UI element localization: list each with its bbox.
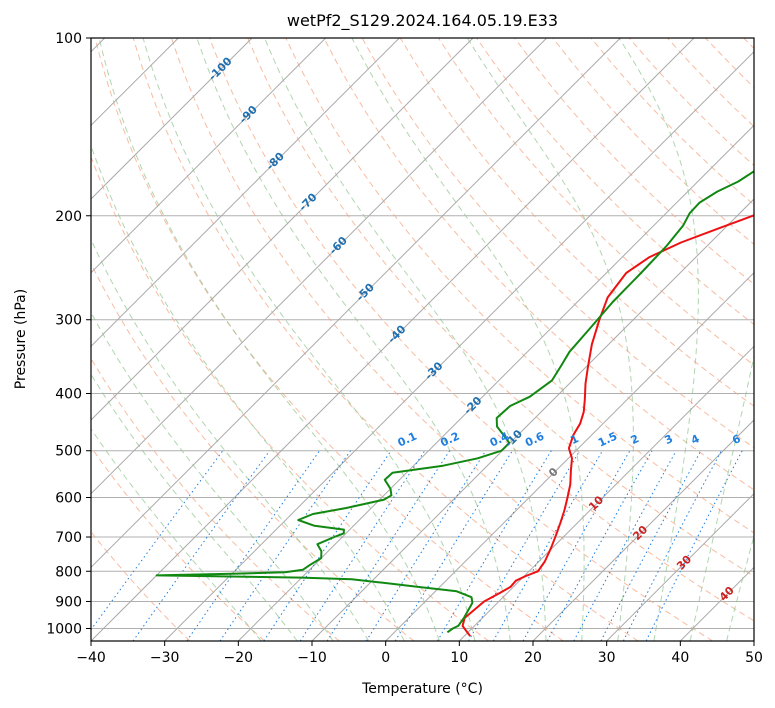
moist-adiabat-line <box>91 238 370 641</box>
isotherm-line <box>237 124 754 641</box>
moist-adiabat-line <box>618 38 699 641</box>
isotherm-line <box>91 38 695 641</box>
x-tick-label: 50 <box>745 650 763 666</box>
x-tick-label: −10 <box>297 650 327 666</box>
y-tick-label: 400 <box>55 387 82 403</box>
plot-area: -100-90-80-70-60-50-40-30-20-10010203040… <box>91 38 754 641</box>
moist-adiabat-line <box>91 373 298 641</box>
isotherm-line <box>385 271 754 641</box>
temperature-profile-line <box>461 214 754 637</box>
dewpoint-profile-line <box>155 170 754 634</box>
isotherm-line <box>164 50 754 641</box>
isotherm-line <box>532 419 754 641</box>
plot-frame <box>90 37 755 642</box>
mixing-ratio-line <box>132 450 271 641</box>
mixing-ratio-line <box>326 450 451 641</box>
mixing-ratio-line <box>263 450 392 641</box>
mixing-ratio-line <box>573 450 677 641</box>
isotherm-line <box>91 38 327 274</box>
mixing-ratio-line <box>436 450 552 641</box>
mixing-ratio-line <box>394 450 513 641</box>
y-tick-label: 100 <box>55 31 82 47</box>
isotherm-line <box>91 38 400 348</box>
moist-adiabat-line <box>91 427 262 641</box>
isotherm-line <box>606 492 754 641</box>
moist-adiabat-line <box>142 38 476 641</box>
y-tick-label: 200 <box>55 209 82 225</box>
mixing-ratio-line <box>645 450 743 641</box>
dry-adiabat-line <box>514 38 754 285</box>
moist-adiabat-line <box>689 353 754 641</box>
moist-adiabat-line <box>98 38 440 641</box>
x-tick-label: −40 <box>76 650 106 666</box>
y-tick-label: 500 <box>55 444 82 460</box>
mixing-ratio-line <box>186 450 321 641</box>
mixing-ratio-line <box>299 450 426 641</box>
x-tick-label: 20 <box>524 650 542 666</box>
y-tick-label: 600 <box>55 490 82 506</box>
x-axis-label: Temperature (°C) <box>361 681 483 697</box>
isotherm-line <box>91 38 621 569</box>
mixing-ratio-line <box>365 450 487 641</box>
y-axis-label: Pressure (hPa) <box>13 289 29 389</box>
profiles <box>155 170 754 637</box>
dry-adiabat-line <box>247 38 754 578</box>
y-tick-label: 1000 <box>46 621 82 637</box>
pressure-gridlines <box>91 38 754 629</box>
mixing-ratio-line <box>219 450 351 641</box>
moist-adiabat-line <box>91 144 405 641</box>
x-tick-label: 40 <box>671 650 689 666</box>
moist-adiabat-line <box>264 38 547 641</box>
y-tick-label: 800 <box>55 564 82 580</box>
dry-adiabat-line <box>132 38 639 641</box>
dry-adiabat-line <box>94 38 564 641</box>
mixing-ratio-line <box>546 450 653 641</box>
x-tick-label: −30 <box>150 650 180 666</box>
y-tick-label: 300 <box>55 313 82 329</box>
x-tick-label: 0 <box>381 650 390 666</box>
dry-adiabat-line <box>170 38 713 641</box>
isotherms <box>91 38 754 641</box>
dry-adiabat-line <box>323 38 754 491</box>
dry-adiabat-line <box>285 38 754 534</box>
x-tick-label: −20 <box>224 650 254 666</box>
moist-adiabats <box>91 38 754 641</box>
moist-adiabat-line <box>196 38 511 641</box>
moist-adiabat-line <box>726 534 754 641</box>
axes: −40 −30 −20 −10 0 10 20 30 40 50 100 200 300 400 500 60… <box>46 31 763 666</box>
isotherm-line <box>91 38 548 495</box>
isotherm-line <box>91 38 474 421</box>
dry-adiabat-line <box>476 38 754 325</box>
x-tick-label: 30 <box>598 650 616 666</box>
x-tick-label: 10 <box>450 650 468 666</box>
moist-adiabat-line <box>91 311 334 641</box>
dry-adiabat-line <box>91 262 415 641</box>
chart-title: wetPf2_S129.2024.164.05.19.E33 <box>287 11 558 31</box>
y-tick-label: 700 <box>55 530 82 546</box>
y-tick-label: 900 <box>55 594 82 610</box>
isotherm-line <box>311 198 754 641</box>
moist-adiabat-line <box>351 38 585 641</box>
dry-adiabat-line <box>91 446 265 641</box>
isotherm-line <box>91 38 253 200</box>
mixing-ratio-lines <box>91 450 743 641</box>
dry-adiabat-line <box>209 38 754 622</box>
isotherm-line <box>458 345 754 641</box>
